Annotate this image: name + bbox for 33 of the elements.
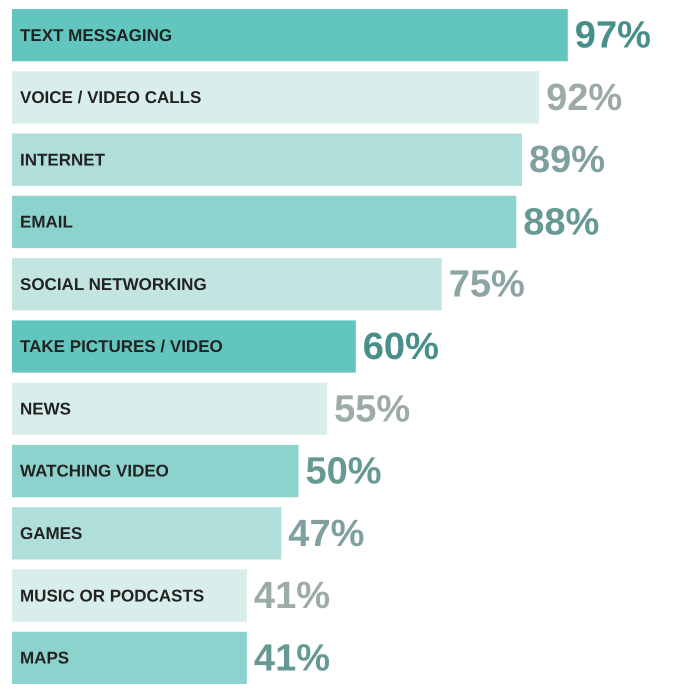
bar (12, 444, 298, 498)
data-label: 41% (254, 575, 330, 618)
bar (12, 507, 282, 560)
data-label: 50% (306, 450, 382, 493)
y-tick-label: TEXT MESSAGING (20, 26, 172, 45)
data-label: 75% (448, 264, 525, 306)
y-tick-label: SOCIAL NETWORKING (20, 274, 207, 294)
data-label: 88% (523, 201, 600, 244)
data-label: 92% (546, 76, 622, 119)
data-label: 97% (574, 14, 651, 57)
bar (12, 134, 522, 186)
y-tick-label: EMAIL (20, 212, 73, 232)
bar (12, 196, 516, 248)
data-label: 89% (528, 139, 606, 182)
y-tick-label: MAPS (20, 648, 70, 668)
y-tick-label: TAKE PICTURES / VIDEO (20, 337, 223, 356)
data-label: 55% (334, 388, 410, 430)
y-tick-label: MUSIC OR PODCASTS (20, 586, 204, 606)
bar (12, 8, 568, 62)
data-label: 47% (288, 512, 364, 555)
bar (12, 382, 328, 435)
y-tick-label: WATCHING VIDEO (20, 462, 169, 481)
bar (12, 320, 356, 373)
y-tick-label: GAMES (20, 524, 82, 544)
bar (12, 71, 540, 124)
bar (12, 258, 442, 310)
bar (12, 632, 247, 684)
bar (12, 569, 247, 622)
data-label: 60% (362, 326, 439, 368)
y-tick-label: INTERNET (20, 150, 106, 170)
y-tick-label: NEWS (20, 399, 71, 418)
data-label: 41% (254, 637, 330, 680)
y-tick-label: VOICE / VIDEO CALLS (20, 88, 202, 108)
